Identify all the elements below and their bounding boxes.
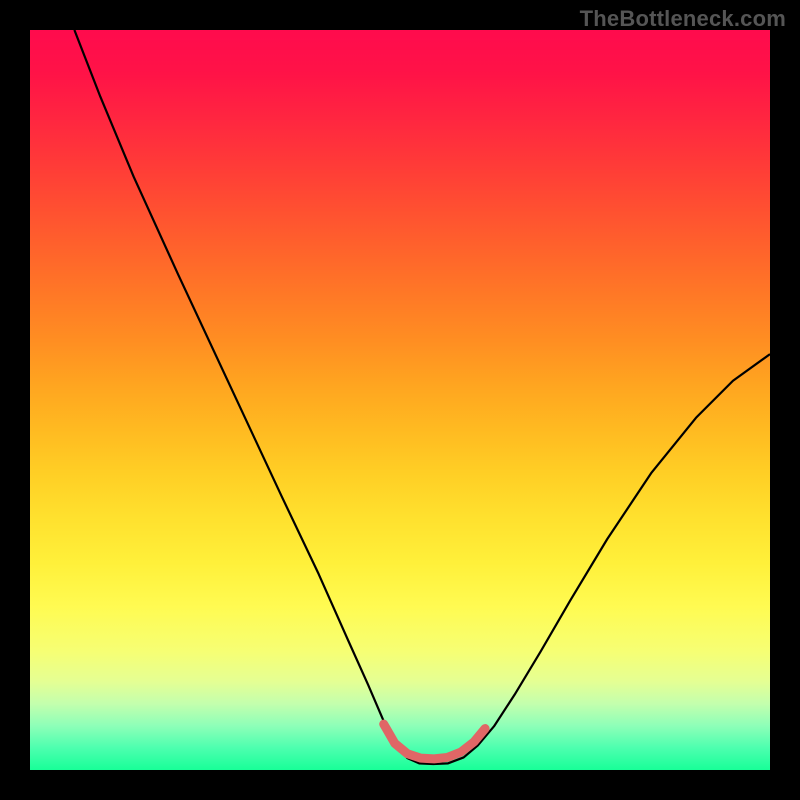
watermark-text: TheBottleneck.com <box>580 6 786 32</box>
plot-area <box>30 30 770 770</box>
chart-frame: TheBottleneck.com <box>0 0 800 800</box>
gradient-background <box>30 30 770 770</box>
